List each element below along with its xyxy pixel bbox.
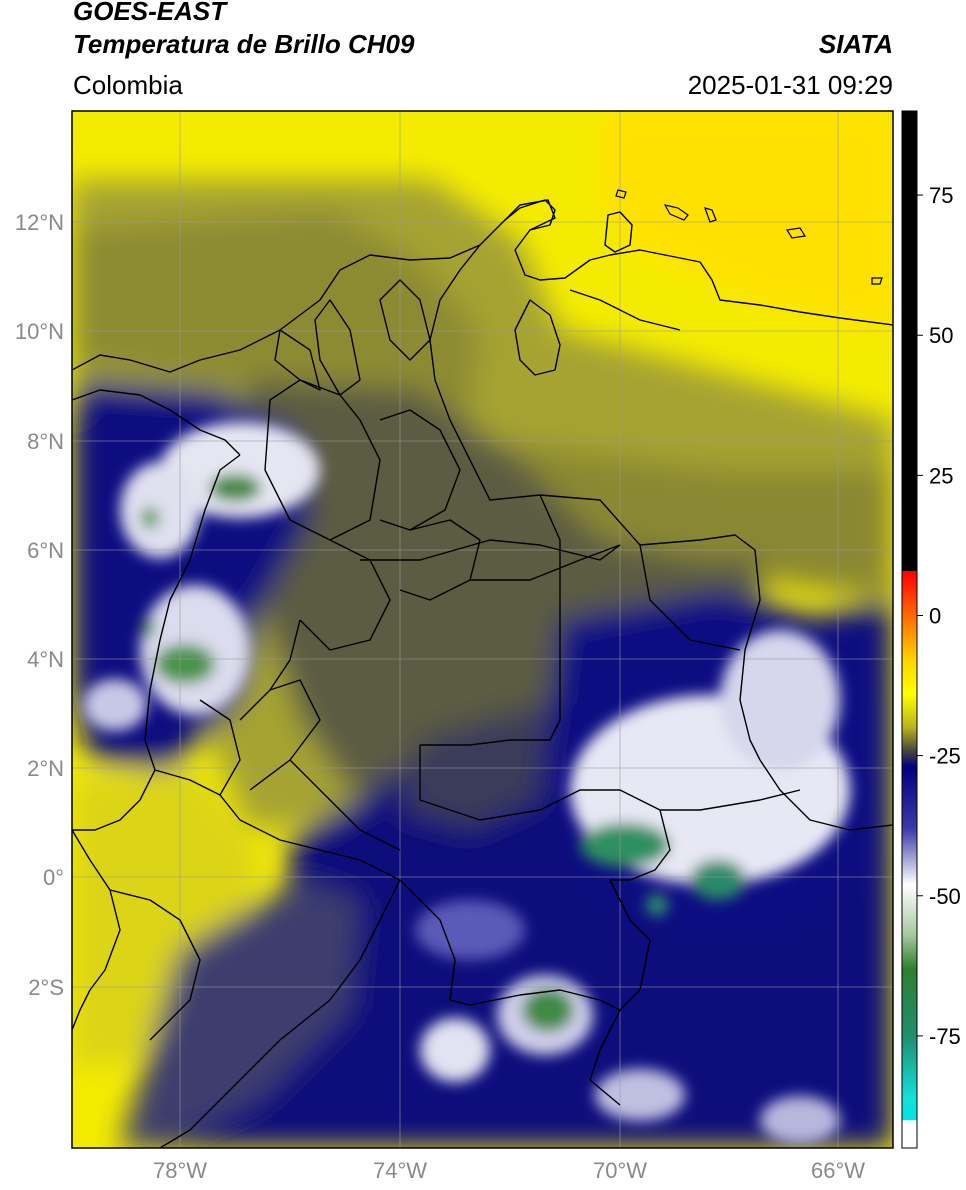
cloud-far-southeast [760, 1096, 840, 1144]
aruba-island [615, 189, 627, 199]
cloud-amazon-mid [415, 900, 525, 960]
core-choco-west [141, 507, 159, 529]
department-bolivar [314, 299, 361, 396]
venezuela-states-3 [639, 544, 741, 651]
lat-label-10n: 10°N [15, 319, 64, 344]
department-huila [239, 679, 321, 791]
lat-label-2n: 2°N [27, 756, 64, 781]
lat-label-4n: 4°N [27, 647, 64, 672]
cloud-tops [83, 422, 850, 1144]
bonaire-island [704, 207, 717, 223]
department-cesar [379, 279, 431, 361]
department-boyaca [399, 519, 481, 601]
lon-label-78w: 78°W [153, 1158, 207, 1183]
lat-label-12n: 12°N [15, 210, 64, 235]
venezuela-states-2 [539, 494, 561, 600]
department-tolima [269, 619, 301, 691]
longitude-axis: 78°W 74°W 70°W 66°W [153, 1158, 865, 1183]
ecuador-coast [72, 829, 121, 1031]
department-guaviare [419, 745, 620, 821]
department-meta [360, 539, 621, 561]
lon-label-70w: 70°W [593, 1158, 647, 1183]
colorbar-tick-label: 0 [929, 603, 941, 628]
agency-label: SIATA [818, 29, 893, 59]
department-cundinamarca [299, 539, 391, 651]
island-east-2 [871, 277, 883, 285]
core-east-small [646, 894, 668, 916]
department-cauca [199, 699, 241, 796]
core-pacific [155, 644, 215, 684]
venezuela-states-1 [569, 289, 681, 331]
department-caqueta [289, 759, 401, 851]
guajira-peninsula [504, 199, 556, 231]
map-canvas [72, 111, 893, 1148]
caribbean-warm-area [600, 111, 893, 330]
colombia-peru-border [239, 819, 621, 1011]
datetime-label: 2025-01-31 09:29 [687, 70, 893, 100]
core-east-south [690, 860, 746, 900]
island-east-1 [786, 227, 806, 239]
colombia-ecuador-border [154, 769, 241, 821]
caribbean-coastline [72, 199, 893, 373]
lat-label-6n: 6°N [27, 538, 64, 563]
peru-north-border [159, 879, 401, 1148]
colorbar-tick-label: 50 [929, 323, 953, 348]
colombia-south-border [589, 789, 671, 1106]
cloud-amazon-southwest [420, 1018, 490, 1082]
colorbar-tick-label: -25 [929, 744, 961, 769]
cloud-pacific-southwest [83, 679, 147, 731]
satellite-title: GOES-EAST [73, 0, 227, 26]
curacao-island [663, 204, 689, 221]
cloud-southeast [595, 1069, 685, 1121]
colorbar-tick-label: 75 [929, 183, 953, 208]
colombia-brazil-border [759, 759, 893, 831]
maracaibo-lake [514, 299, 561, 376]
region-label: Colombia [73, 70, 183, 100]
core-amazon [522, 988, 574, 1032]
lat-label-2s: 2°S [28, 975, 64, 1000]
latitude-axis: 12°N 10°N 8°N 6°N 4°N 2°N 0° 2°S [15, 210, 64, 1000]
cloud-choco-west [120, 462, 200, 558]
lon-label-74w: 74°W [373, 1158, 427, 1183]
core-choco [209, 474, 261, 502]
core-east-north [580, 823, 670, 867]
department-casanare [470, 544, 621, 581]
cloud-east-north [720, 630, 840, 770]
graticule [72, 111, 893, 1148]
borders [72, 199, 893, 1148]
colorbar: 75 50 25 0 -25 -50 -75 [901, 110, 961, 1149]
brazil-dept-line [660, 789, 801, 811]
core-pacific-small [141, 619, 155, 637]
department-cordoba [274, 329, 321, 391]
lon-label-66w: 66°W [811, 1158, 865, 1183]
department-vichada [420, 600, 561, 746]
pacific-coastline [72, 454, 241, 831]
colorbar-gradient [902, 111, 917, 1148]
product-title: Temperatura de Brillo CH09 [73, 29, 415, 59]
panama-isthmus [72, 389, 241, 456]
islands [615, 189, 883, 285]
lat-label-8n: 8°N [27, 429, 64, 454]
colorbar-tick-label: -50 [929, 884, 961, 909]
ecuador-provinces [109, 889, 201, 1041]
colorbar-frame [901, 110, 918, 1149]
amazon-grey-area [400, 700, 560, 830]
lat-label-0: 0° [43, 865, 64, 890]
colorbar-tick-label: -75 [929, 1024, 961, 1049]
colorbar-tick-label: 25 [929, 463, 953, 488]
cloud-choco-north [160, 422, 320, 518]
map-frame [71, 110, 894, 1149]
paraguana-peninsula [604, 211, 633, 253]
